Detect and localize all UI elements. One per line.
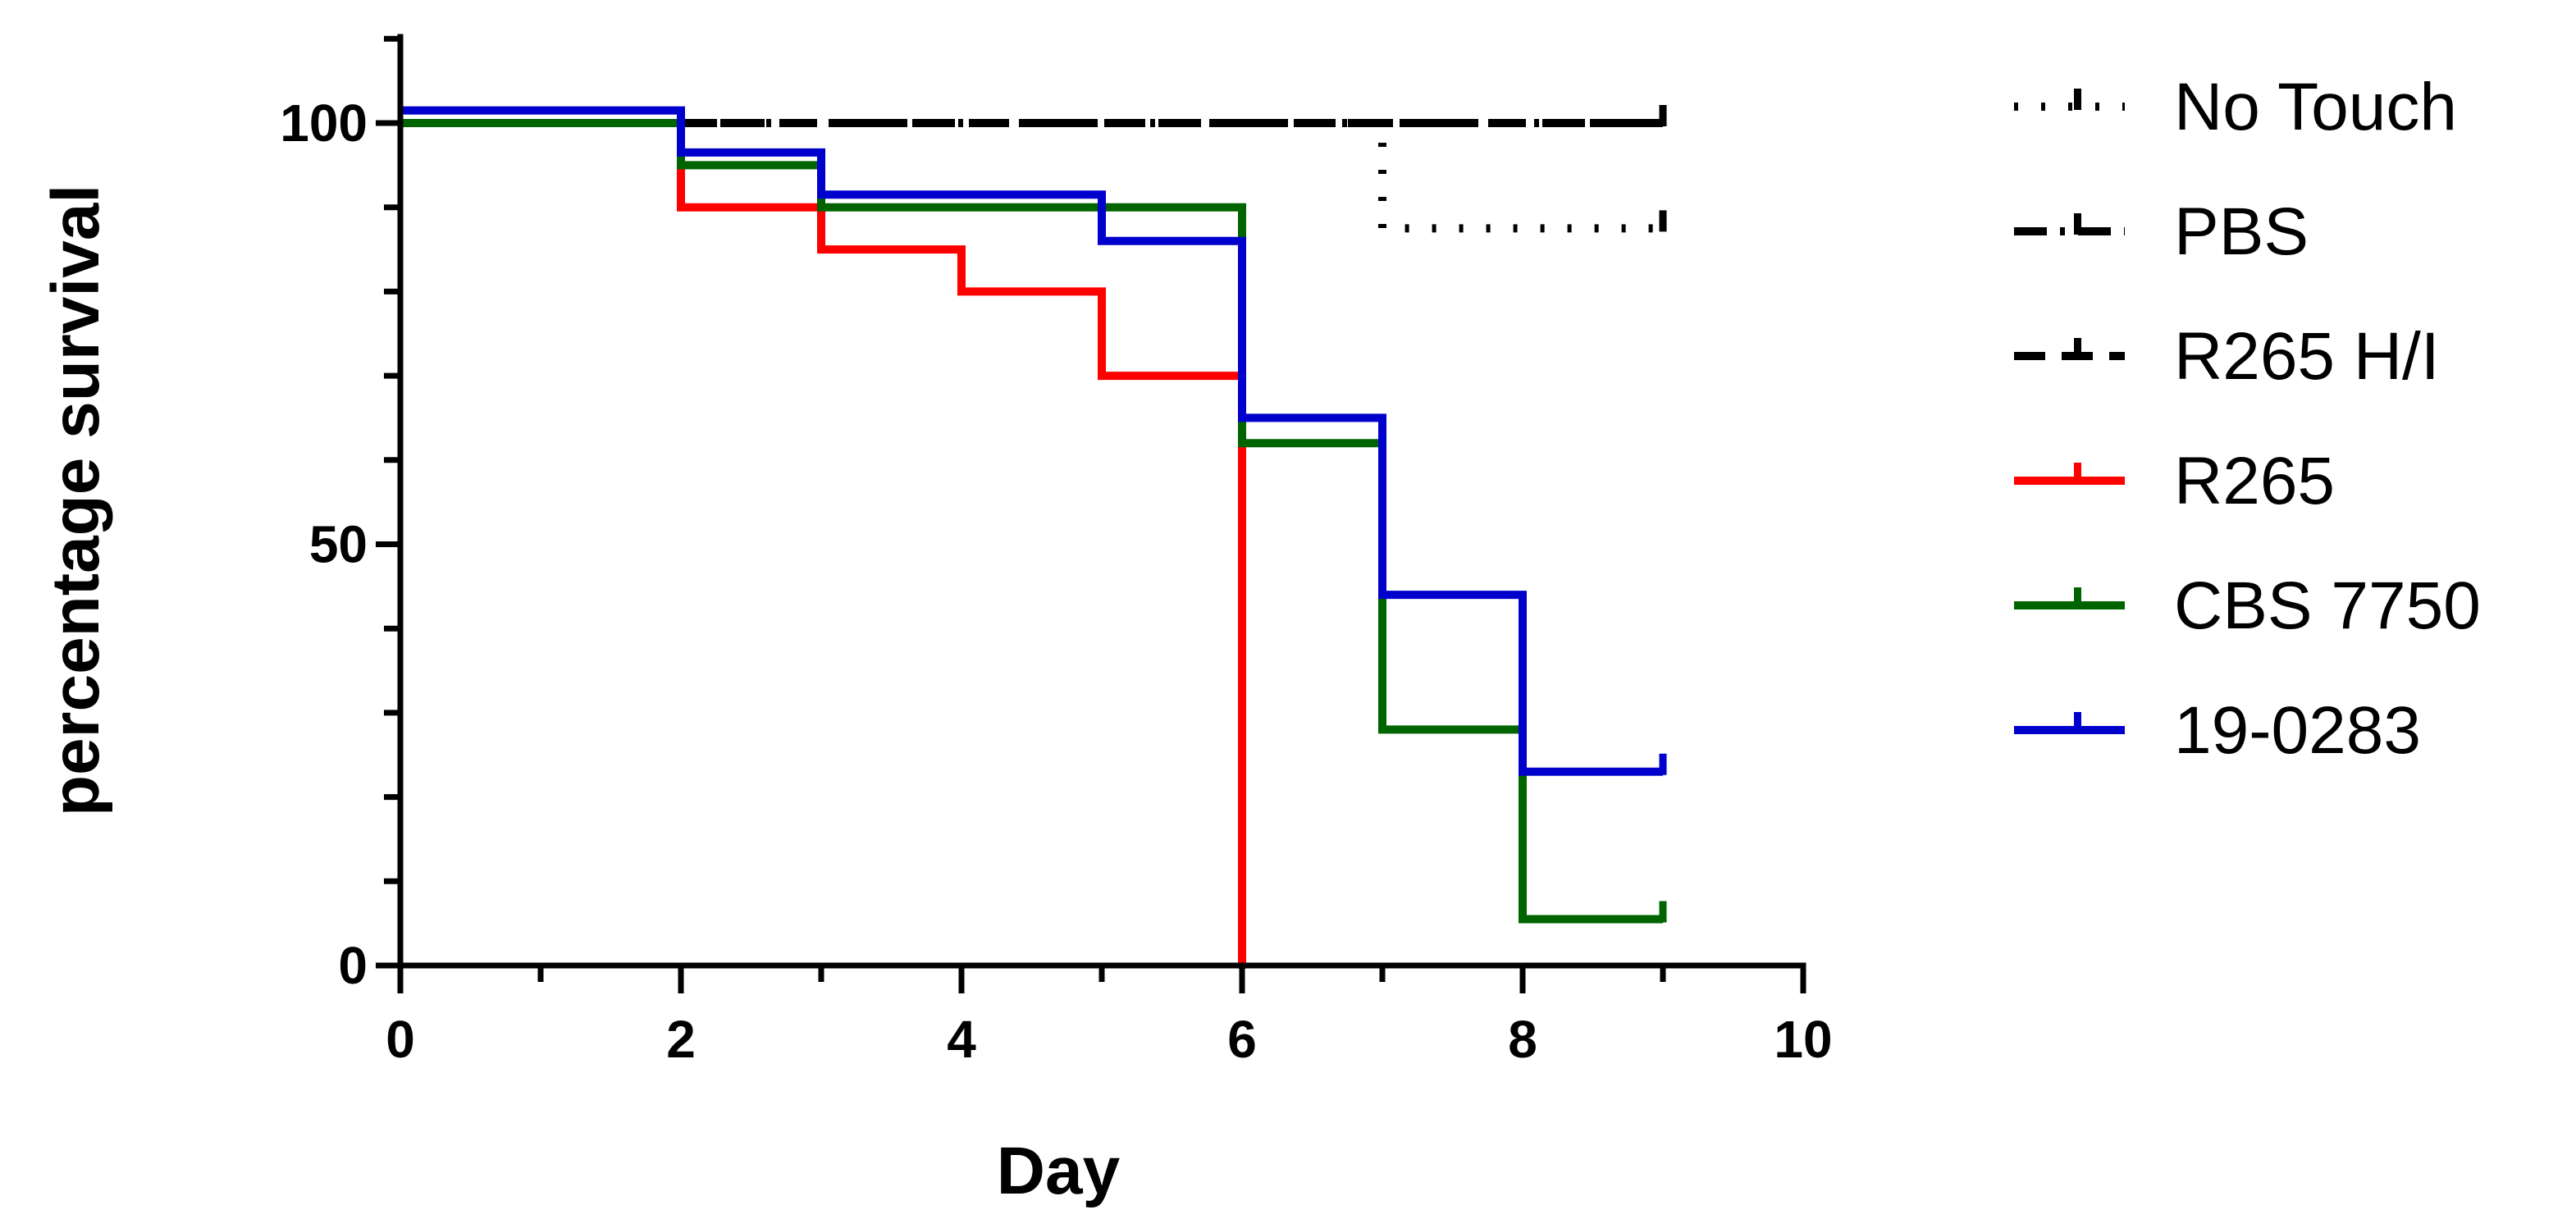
x-tick-label: 4 — [947, 1010, 976, 1069]
y-tick-label: 0 — [338, 936, 368, 995]
plot-series — [400, 105, 1667, 969]
legend: No Touch PBS R265 H/I R265 CBS 7750 19-0283 — [2014, 70, 2481, 768]
legend-label-r265: R265 — [2174, 444, 2335, 518]
y-tick-label: 50 — [309, 515, 368, 574]
y-axis-title: percentage survival — [39, 185, 113, 816]
series-line-19-0283 — [400, 106, 1663, 776]
legend-label-19-0283: 19-0283 — [2174, 693, 2421, 768]
legend-label-cbs-7750: CBS 7750 — [2174, 568, 2481, 643]
legend-label-r265-h-i: R265 H/I — [2174, 319, 2440, 394]
x-tick-label: 6 — [1227, 1010, 1257, 1069]
series-line-no-touch — [400, 119, 1663, 233]
legend-label-no-touch: No Touch — [2174, 70, 2457, 144]
x-tick-label: 2 — [666, 1010, 696, 1069]
legend-label-pbs: PBS — [2174, 194, 2309, 269]
x-tick-label: 8 — [1508, 1010, 1537, 1069]
series-line-cbs-7750 — [400, 119, 1663, 924]
y-tick-label: 100 — [280, 94, 368, 153]
x-axis-title: Day — [997, 1134, 1121, 1208]
x-tick-label: 0 — [386, 1010, 415, 1069]
axes: 0 50 100 0 2 4 6 8 10 — [280, 34, 1833, 1069]
series-line-r265 — [400, 119, 1246, 966]
x-tick-label: 10 — [1774, 1010, 1832, 1069]
